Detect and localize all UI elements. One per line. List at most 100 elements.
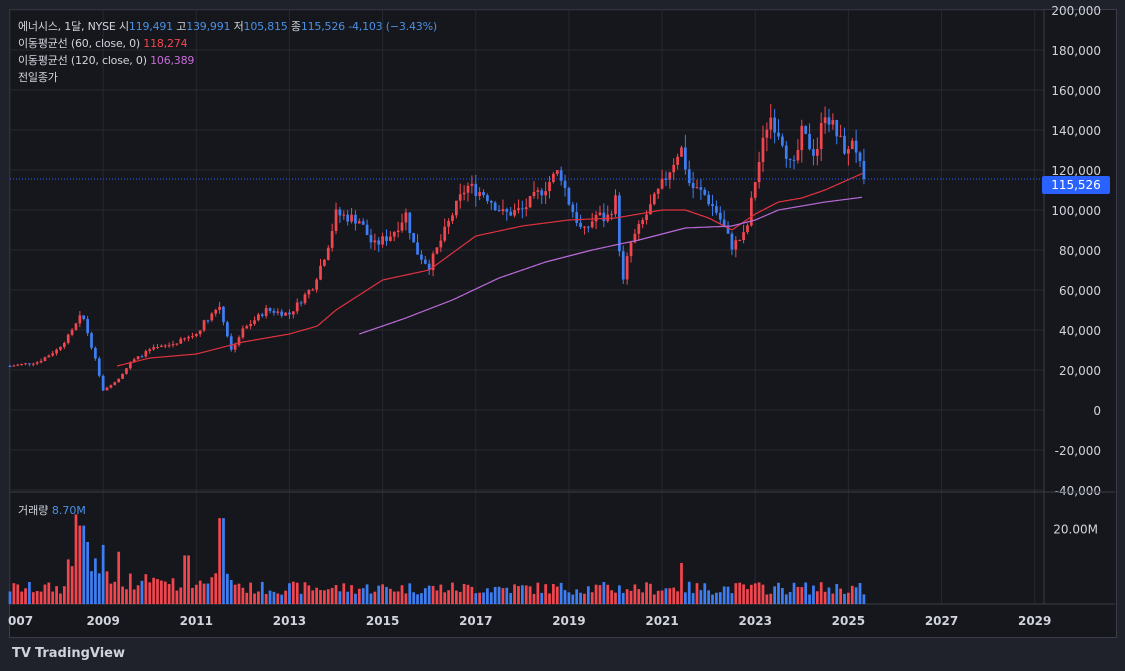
volume-bar	[288, 583, 291, 604]
prev-close-legend[interactable]: 전일종가	[18, 69, 58, 85]
volume-bar	[276, 593, 280, 604]
candle-body	[144, 351, 148, 357]
volume-bar	[94, 558, 97, 604]
y-tick-label: 20,000	[1059, 364, 1101, 378]
symbol-name: 에너시스, 1달, NYSE	[18, 20, 116, 33]
candle-body	[311, 289, 315, 291]
volume-bar	[373, 591, 377, 604]
chart-frame	[9, 9, 1117, 638]
candle-body	[571, 204, 575, 213]
tradingview-brand[interactable]: TV TradingView	[12, 646, 125, 661]
ma60-line	[116, 172, 863, 367]
candle-body	[753, 182, 757, 198]
x-tick-label: 2013	[273, 614, 306, 628]
volume-bar	[233, 584, 237, 604]
candle-body	[497, 210, 501, 212]
volume-bar	[62, 586, 66, 604]
candle-body	[78, 315, 82, 324]
candle-body	[458, 194, 462, 201]
volume-bar	[757, 582, 761, 604]
volume-legend[interactable]: 거래량 8.70M	[18, 502, 86, 518]
volume-bar	[769, 593, 773, 604]
candle-body	[202, 320, 206, 331]
volume-bar	[357, 588, 361, 604]
candle-body	[346, 214, 350, 222]
volume-bar	[377, 585, 381, 604]
volume-bar	[404, 593, 408, 604]
volume-bar	[171, 578, 175, 604]
volume-bar	[156, 579, 159, 604]
candle-body	[16, 364, 20, 366]
candle-body	[781, 136, 784, 146]
volume-bar	[51, 591, 55, 604]
candle-body	[749, 197, 753, 226]
volume-bar	[218, 518, 221, 604]
candle-body	[718, 212, 722, 220]
candle-body	[633, 233, 637, 243]
volume-bar	[738, 582, 742, 604]
ma60-legend[interactable]: 이동평균선 (60, close, 0) 118,274	[18, 35, 188, 51]
candle-body	[373, 240, 377, 243]
candle-body	[621, 251, 625, 280]
candle-body	[676, 156, 679, 165]
volume-bar	[784, 594, 788, 604]
candle-body	[435, 247, 439, 254]
candle-body	[575, 212, 579, 223]
volume-bar	[555, 586, 559, 604]
volume-bar	[280, 594, 284, 604]
candle-body	[39, 360, 43, 363]
ma120-legend[interactable]: 이동평균선 (120, close, 0) 106,389	[18, 52, 194, 68]
volume-bar	[773, 586, 776, 604]
volume-bar	[443, 592, 447, 604]
ma60-value: 118,274	[143, 37, 188, 50]
volume-bar	[160, 580, 163, 604]
x-tick-label: 2011	[180, 614, 213, 628]
candle-body	[722, 219, 726, 227]
y-tick-label: 200,000	[1051, 4, 1101, 18]
volume-bar	[579, 592, 582, 604]
candle-body	[730, 233, 734, 250]
candle-body	[31, 363, 35, 365]
candle-body	[625, 256, 629, 280]
volume-bar	[524, 585, 528, 604]
candle-body	[590, 221, 594, 228]
candle-body	[695, 187, 699, 189]
candle-body	[257, 314, 260, 321]
candle-body	[757, 161, 761, 183]
y-tick-label: 160,000	[1051, 84, 1101, 98]
candle-body	[482, 192, 485, 196]
candle-body	[660, 178, 664, 189]
volume-bar	[765, 594, 769, 604]
volume-value: 8.70M	[51, 504, 86, 517]
high-label: 고	[176, 20, 187, 33]
volume-bar	[225, 573, 229, 604]
candle-body	[455, 200, 458, 216]
candle-body	[563, 180, 567, 188]
volume-bar	[854, 587, 858, 604]
volume-bar	[695, 583, 699, 604]
volume-bar	[291, 581, 295, 604]
candle-body	[365, 224, 369, 236]
volume-bar	[482, 592, 485, 604]
volume-bar	[652, 594, 656, 604]
candle-body	[699, 187, 703, 190]
candle-body	[249, 323, 253, 327]
volume-bar	[544, 584, 547, 604]
volume-bar	[361, 588, 365, 604]
volume-bar	[163, 581, 167, 604]
candle-body	[323, 259, 326, 266]
volume-bar	[474, 593, 478, 604]
candle-body	[237, 337, 241, 345]
symbol-legend: 에너시스, 1달, NYSE 시119,491 고139,991 저105,81…	[18, 18, 437, 34]
volume-bar	[505, 587, 509, 604]
candle-body	[35, 362, 39, 364]
volume-bar	[400, 585, 404, 604]
volume-bar	[90, 571, 93, 604]
volume-bar	[39, 591, 43, 604]
candle-body	[152, 347, 155, 350]
candle-body	[501, 209, 505, 212]
candle-body	[664, 178, 668, 180]
volume-bar	[175, 590, 179, 604]
volume-bar	[726, 586, 730, 604]
